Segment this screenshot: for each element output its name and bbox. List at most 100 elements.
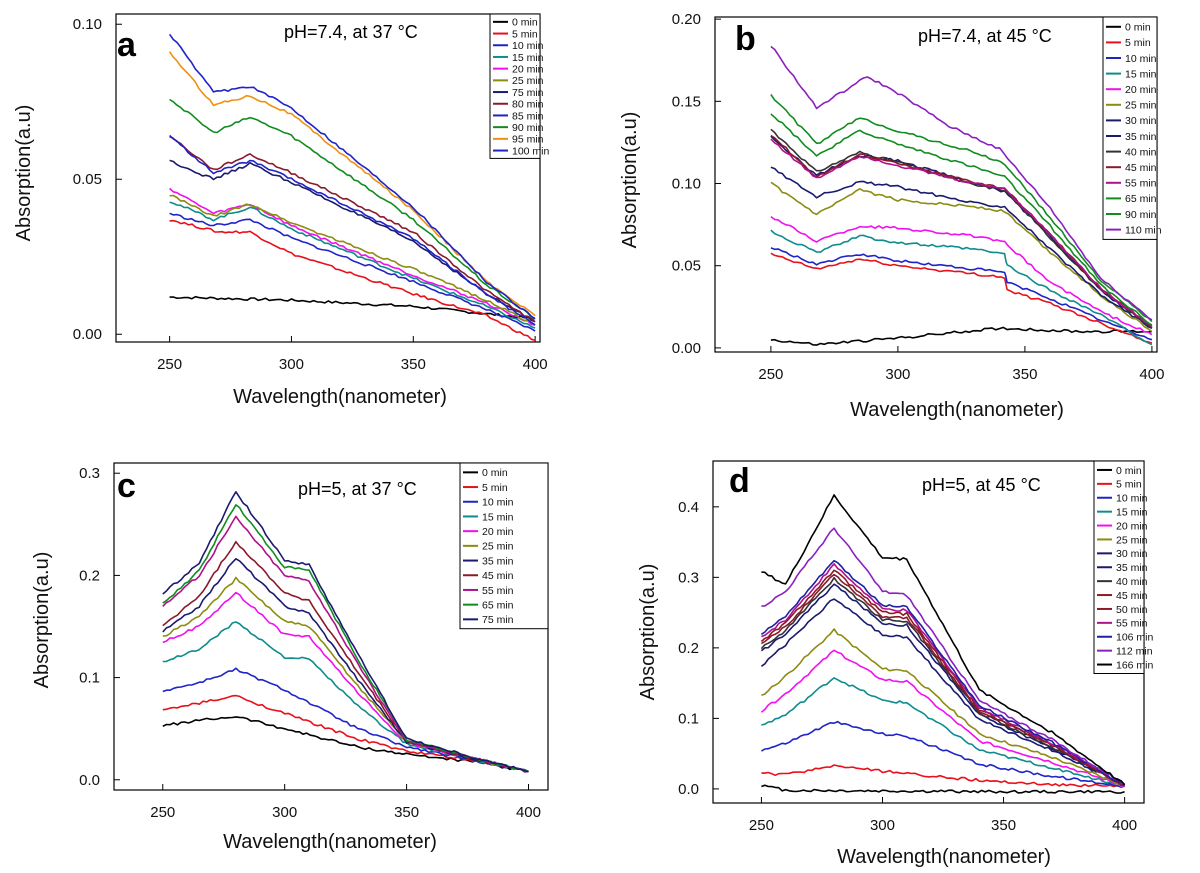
panel-a-frame [115,13,541,343]
panel-b-series-line [770,181,1153,333]
panel-a-xtick-label: 250 [157,356,182,373]
panel-b-legend-label: 15 min [1125,68,1157,80]
panel-c-ylabel: Absorption(a.u) [31,552,53,689]
panel-a-legend-label: 20 min [512,63,544,75]
panel-d-series-line [760,559,1126,786]
panel-a-xtick-label: 350 [401,356,426,373]
panel-c-series-line [162,667,529,773]
panel-d-series-line [760,576,1125,787]
panel-a-legend-label: 15 min [512,52,544,64]
panel-a-series-line [169,219,536,342]
panel-a-ytick-label: 0.05 [73,171,102,188]
panel-c-legend-label: 75 min [482,614,514,626]
panel-d-condition: pH=5, at 45 °C [922,475,1041,495]
panel-a-legend-label: 75 min [512,87,544,99]
panel-c-series-line [162,694,529,773]
panel-d-ytick-label: 0.0 [678,781,699,798]
panel-d-ytick-label: 0.1 [678,710,699,727]
panel-d-series-line [760,569,1125,787]
panel-d-ylabel: Absorption(a.u) [637,564,659,701]
panel-d-ytick-label: 0.4 [678,499,699,516]
panel-d-letter: d [729,462,750,500]
panel-b-legend-label: 25 min [1125,100,1157,112]
panel-b-xtick-label: 250 [758,366,783,383]
panel-a-series-line [169,134,536,326]
panel-a-xtick-label: 300 [279,356,304,373]
panel-c-ytick-label: 0.1 [79,670,100,687]
panel-a-series-line [169,136,536,323]
panel-d-legend-label: 30 min [1116,548,1148,560]
panel-d-series-line [761,527,1126,786]
panel-a-series-line [169,187,536,326]
panel-b-legend-label: 65 min [1125,193,1157,205]
panel-c-legend-label: 55 min [482,585,514,597]
panel-d-xlabel: Wavelength(nanometer) [837,846,1051,868]
panel-a-ytick-label: 0.10 [73,16,102,33]
panel-a: a pH=7.4, at 37 °C Absorption(a.u) Wavel… [13,13,550,408]
panel-b-ytick-label: 0.00 [672,340,701,357]
panel-c-letter: c [117,467,136,505]
panel-d-series-line [760,583,1125,787]
panel-b-series-line [770,128,1153,329]
panel-a-legend-label: 90 min [512,122,544,134]
panel-c-legend-label: 0 min [482,467,508,479]
panel-b-series-line [770,252,1153,344]
panel-b-ytick-label: 0.10 [672,176,701,193]
panel-c-legend-label: 25 min [482,541,514,553]
panel-a-xlabel: Wavelength(nanometer) [233,386,447,408]
panel-c-xtick-label: 350 [394,804,419,821]
panel-d-xtick-label: 400 [1112,817,1137,834]
panel-d-series-line [761,628,1125,787]
panel-b-xtick-label: 300 [885,366,910,383]
panel-b-legend-label: 40 min [1125,146,1157,158]
panel-a-series-line [169,212,536,332]
panel-a-ylabel: Absorption(a.u) [13,105,35,242]
panel-a-legend-label: 5 min [512,28,538,40]
panel-a-series-line [169,98,536,320]
panel-b-legend-label: 5 min [1125,37,1151,49]
panel-d-legend-label: 55 min [1116,618,1148,630]
panel-b-xtick-label: 350 [1012,366,1037,383]
panel-b-ytick-label: 0.05 [672,258,701,275]
panel-c-xtick-label: 300 [272,804,297,821]
panel-d-legend-label: 35 min [1116,562,1148,574]
panel-c-ytick-label: 0.3 [79,465,100,482]
panel-d-legend-label: 40 min [1116,576,1148,588]
panel-a-letter: a [117,26,137,64]
panel-d-series-line [760,598,1125,787]
panel-c-series-line [162,716,529,773]
panel-c-legend-label: 5 min [482,482,508,494]
panel-d-legend-label: 20 min [1116,520,1148,532]
panel-d-legend-label: 166 min [1116,659,1154,671]
panel-b-ytick-label: 0.20 [672,11,701,28]
panel-b-series-line [770,138,1153,328]
panel-a-ytick-label: 0.00 [73,326,102,343]
panel-a-legend-label: 100 min [512,145,550,157]
panel-d-series-line [761,494,1126,786]
panel-b-series-line [770,45,1153,321]
panel-b: b pH=7.4, at 45 °C Absorption(a.u) Wavel… [619,11,1164,421]
panel-b-legend-label: 10 min [1125,53,1157,65]
panel-c-xtick-label: 400 [516,804,541,821]
panel-b-series-line [770,94,1153,323]
panel-a-series-line [168,33,536,320]
panel-b-series-line [770,215,1153,336]
panel-b-legend-label: 30 min [1125,115,1157,127]
panel-b-ytick-label: 0.15 [672,93,701,110]
panel-b-ylabel: Absorption(a.u) [619,112,641,249]
panel-c: c pH=5, at 37 °C Absorption(a.u) Wavelen… [31,462,549,853]
panel-b-frame [714,16,1158,353]
panel-a-legend-label: 95 min [512,134,544,146]
panel-b-series-line [770,247,1153,341]
panel-c-condition: pH=5, at 37 °C [298,479,417,499]
panel-b-condition: pH=7.4, at 45 °C [918,26,1052,46]
panel-d-series-line [761,764,1125,788]
panel-b-legend-label: 20 min [1125,84,1157,96]
panel-b-letter: b [735,20,756,58]
panel-c-legend-label: 65 min [482,599,514,611]
panel-a-xtick-label: 400 [523,356,548,373]
panel-b-legend-label: 110 min [1125,224,1162,236]
panel-b-legend [1102,16,1158,240]
panel-d-legend-label: 106 min [1116,632,1154,644]
panel-d-legend-label: 50 min [1116,604,1148,616]
